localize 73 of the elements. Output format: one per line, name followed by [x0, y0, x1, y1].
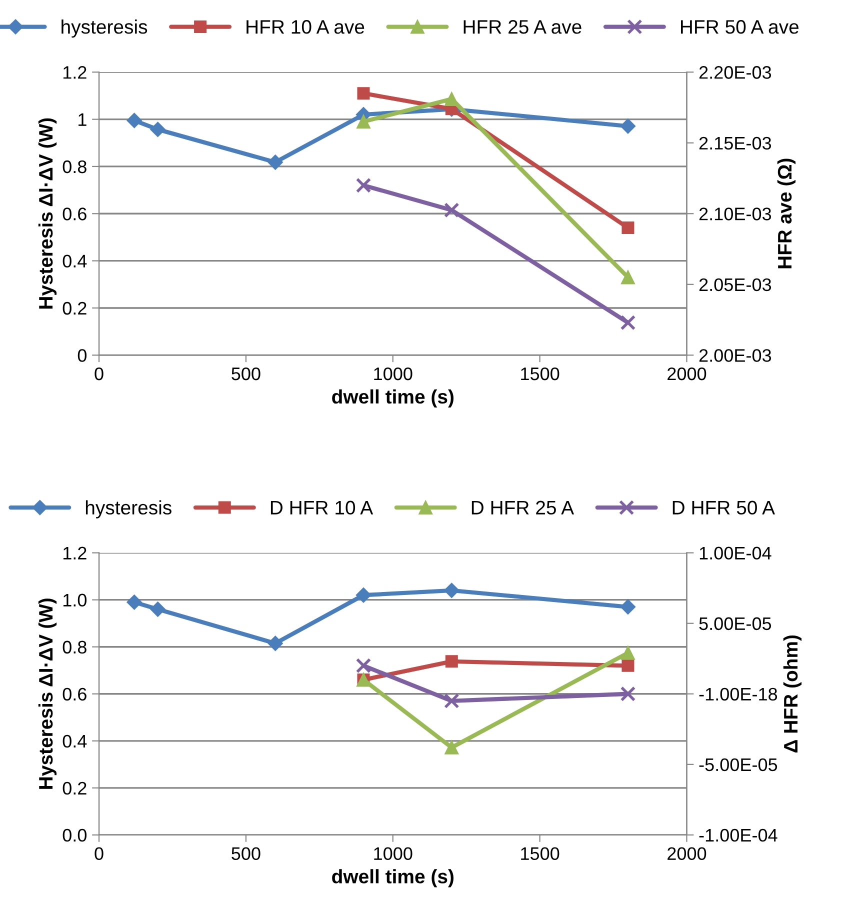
y-tick-label: 1.2	[63, 66, 86, 79]
legend-label: HFR 50 A ave	[681, 20, 799, 34]
y-tick-label: 0.4	[62, 254, 87, 268]
x-tick-label: 1500	[521, 367, 560, 380]
legend-label: HFR 10 A ave	[246, 20, 364, 34]
point	[356, 588, 372, 603]
point	[444, 202, 460, 218]
point	[444, 740, 459, 754]
y2-tick-label: 2.10E-03	[699, 208, 772, 220]
x-tick-label: 0	[94, 847, 104, 860]
y-tick-label: 0.6	[62, 208, 86, 220]
point	[622, 222, 634, 234]
y2-axis-title: HFR ave (Ω)	[777, 158, 796, 268]
x-axis-title: dwell time (s)	[332, 389, 454, 408]
y-tick-label: 1.0	[63, 594, 87, 607]
y-tick-label: 0.6	[62, 688, 86, 701]
y2-tick-label: -1.00E-18	[699, 688, 778, 701]
legend-label: hysteresis	[86, 500, 172, 518]
x-tick-label: 2000	[668, 847, 706, 860]
x-tick-label: 500	[232, 367, 260, 380]
legend-label: D HFR 50 A	[672, 500, 775, 515]
y2-tick-label: -1.00E-04	[699, 828, 778, 842]
x-tick-label: 2000	[668, 367, 706, 380]
x-tick-label: 1500	[521, 847, 560, 860]
point	[126, 594, 142, 610]
y-tick-label: 0.2	[62, 782, 86, 795]
point	[150, 122, 166, 138]
point	[357, 87, 370, 100]
x-tick-label: 1000	[374, 367, 412, 380]
y2-tick-label: 2.20E-03	[699, 66, 772, 79]
y-tick-label: 0.2	[62, 302, 86, 315]
point	[356, 178, 372, 193]
point	[445, 655, 458, 668]
y-tick-label: 1	[78, 113, 86, 126]
x-axis-title: dwell time (s)	[332, 869, 454, 888]
y2-tick-label: 2.00E-03	[699, 349, 772, 362]
legend-label: D HFR 10 A	[270, 500, 374, 515]
x-tick-label: 0	[94, 367, 104, 380]
x-tick-label: 500	[232, 847, 260, 860]
legend-label: D HFR 25 A	[472, 500, 574, 515]
y2-tick-label: 5.00E-05	[699, 617, 772, 630]
y-tick-label: 0.4	[62, 734, 87, 748]
y-tick-label: 0.0	[62, 828, 87, 842]
y-axis-title: Hysteresis ΔI·ΔV (W)	[38, 118, 57, 309]
point	[444, 693, 460, 709]
y-tick-label: 0.8	[62, 640, 86, 654]
point	[268, 636, 283, 651]
y-tick-label: 0	[78, 349, 87, 362]
point	[622, 659, 634, 672]
y-axis-title: Hysteresis ΔI·ΔV (W)	[38, 598, 57, 789]
y2-tick-label: -5.00E-05	[699, 758, 778, 772]
point	[444, 92, 459, 106]
y-tick-label: 1.2	[63, 546, 86, 560]
y2-axis-title: Δ HFR (ohm)	[783, 635, 802, 752]
point	[620, 118, 636, 134]
y2-tick-label: 1.00E-04	[700, 546, 772, 560]
point	[620, 599, 636, 614]
y-tick-label: 0.8	[62, 160, 86, 174]
point	[621, 270, 635, 284]
legend-label: hysteresis	[62, 20, 148, 38]
point	[356, 658, 372, 674]
legend-label: HFR 25 A ave	[464, 20, 582, 34]
point	[620, 686, 636, 702]
point	[621, 646, 635, 660]
point	[444, 582, 460, 598]
point	[620, 314, 636, 330]
y2-tick-label: 2.05E-03	[699, 278, 772, 292]
y2-tick-label: 2.15E-03	[699, 136, 772, 150]
point	[356, 114, 370, 129]
point	[150, 602, 166, 617]
point	[268, 154, 283, 170]
point	[126, 112, 142, 128]
x-tick-label: 1000	[374, 847, 412, 860]
